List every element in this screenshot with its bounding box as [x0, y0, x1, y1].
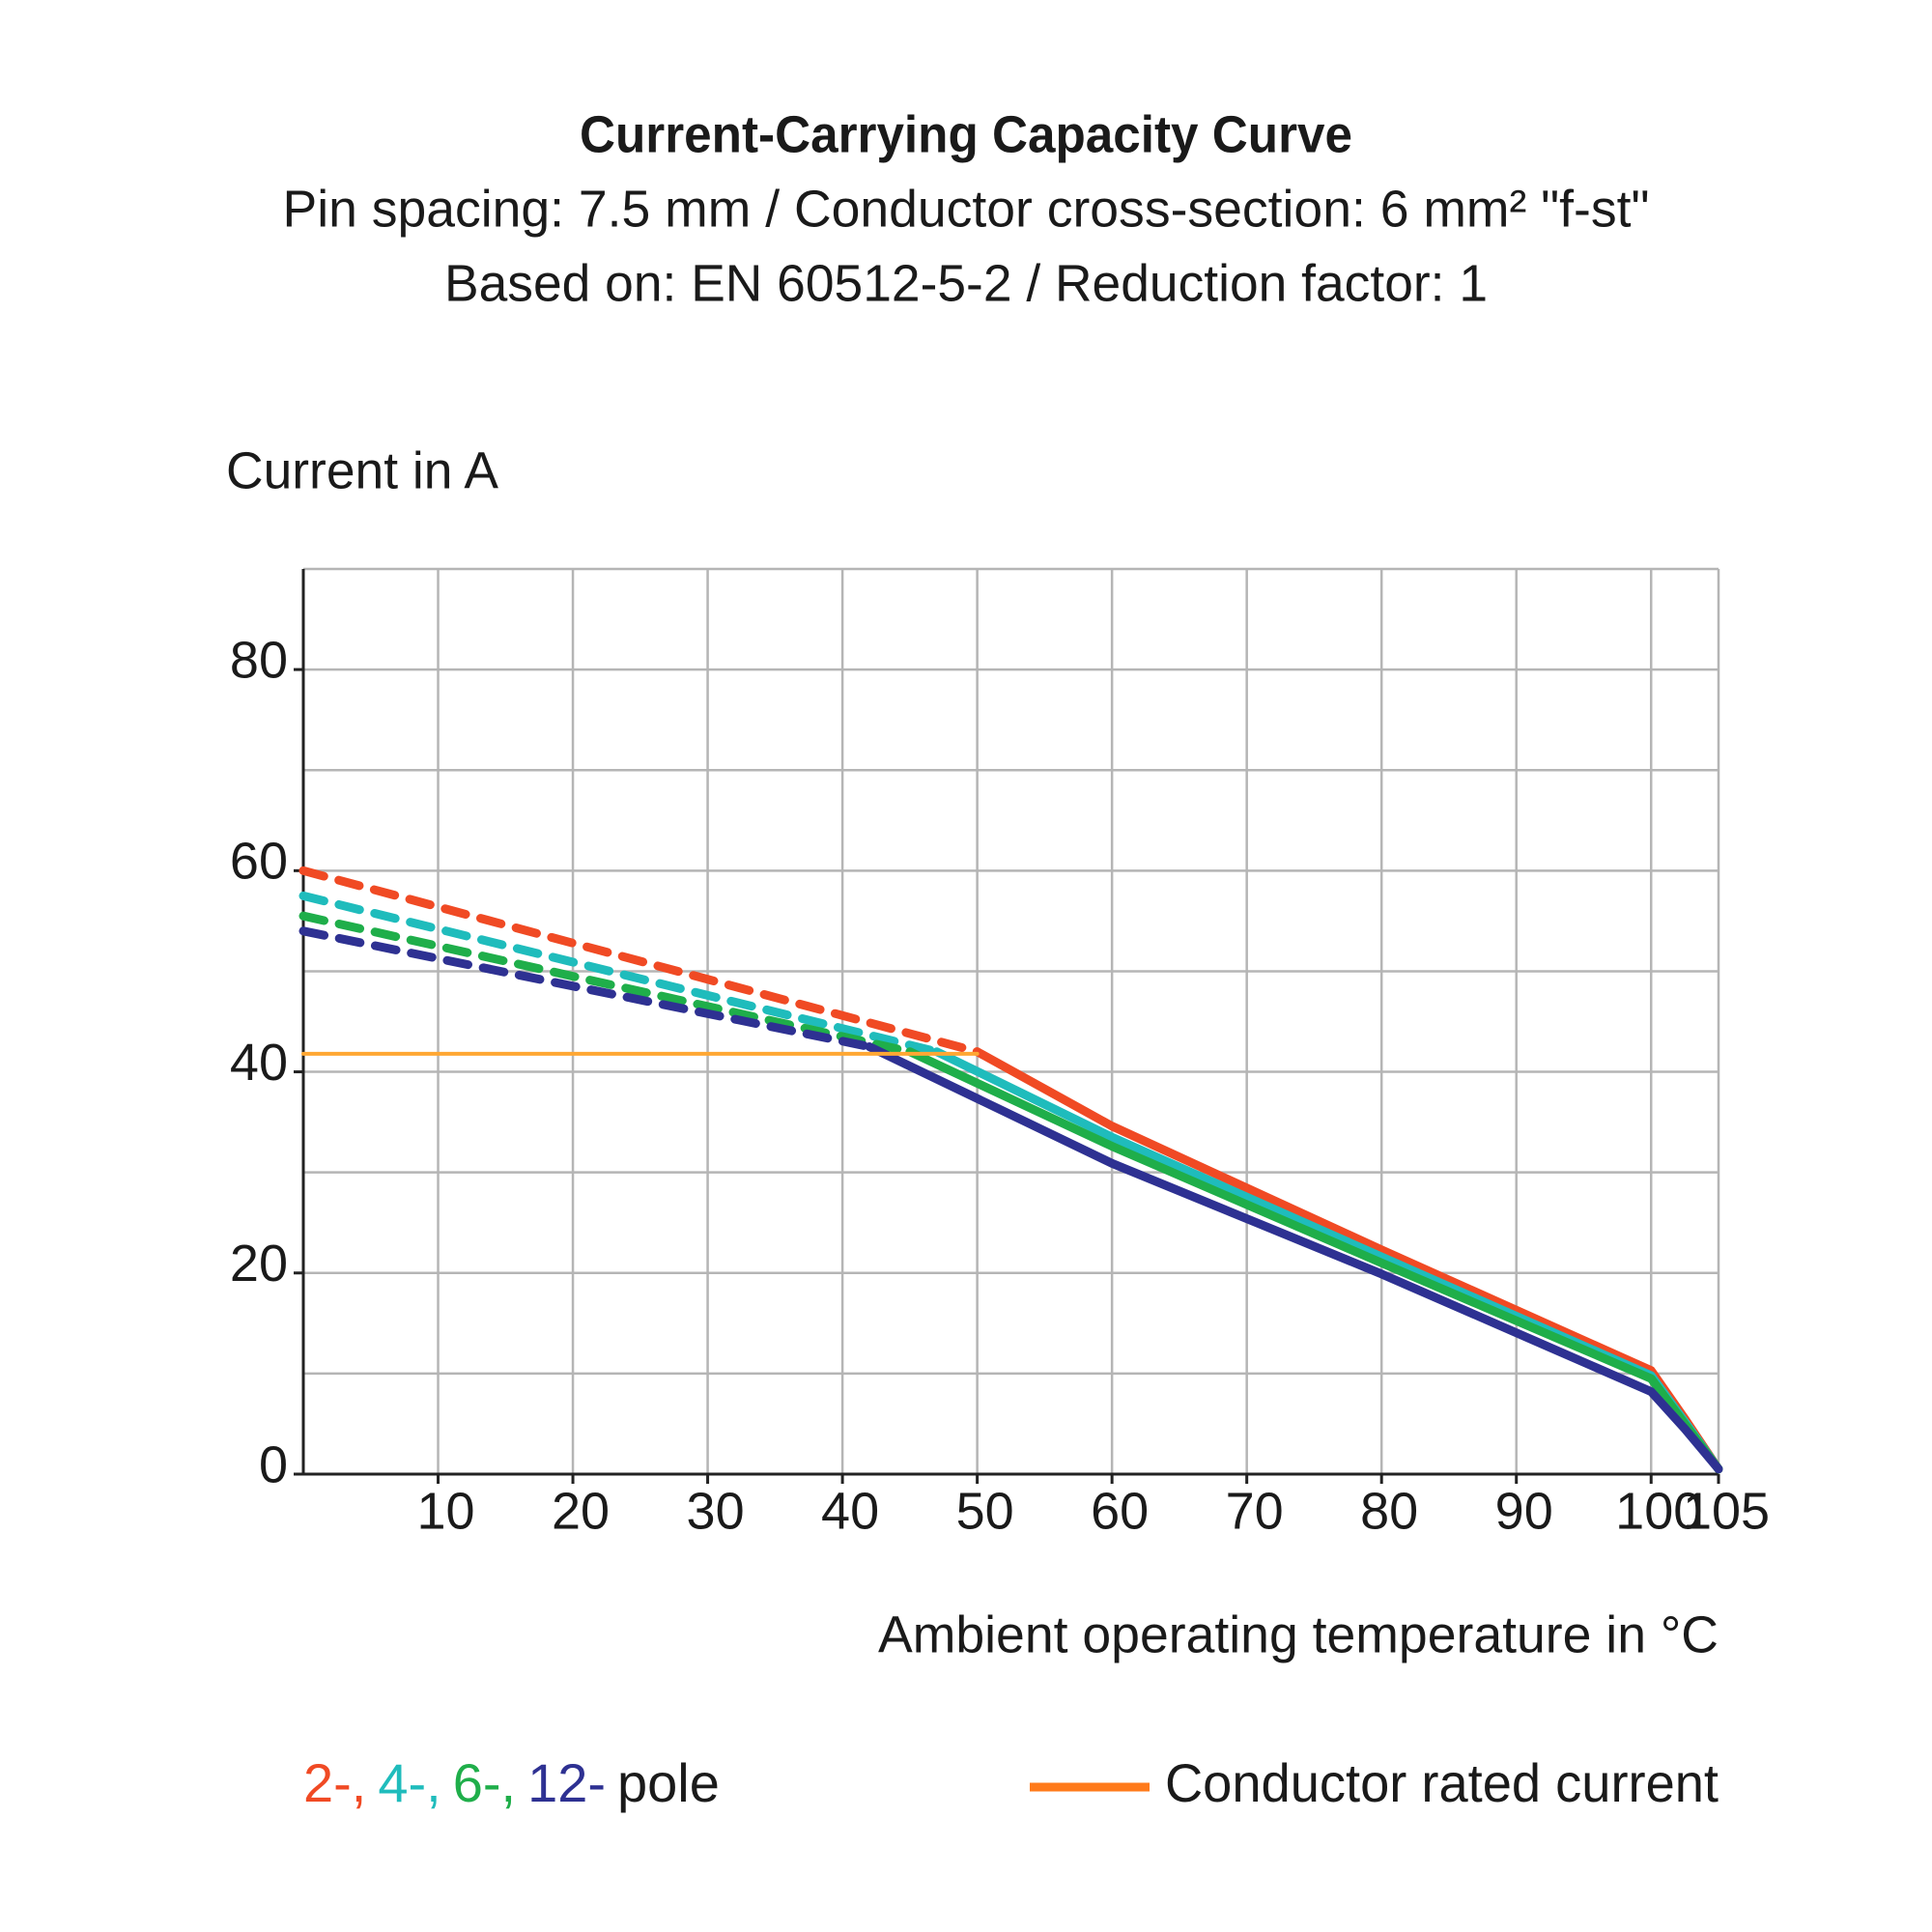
x-tick-label: 10: [416, 1482, 474, 1540]
series-line: [905, 1047, 1723, 1474]
series-line: [298, 926, 874, 1052]
y-tick-label: 60: [230, 833, 288, 891]
series-line: [932, 1047, 1723, 1474]
x-tick-label: 40: [821, 1482, 879, 1540]
legend-suffix: pole: [617, 1752, 720, 1813]
series-line: [298, 911, 915, 1057]
x-axis-label: Ambient operating temperature in °C: [878, 1605, 1719, 1663]
chart-subtitle: Pin spacing: 7.5 mm / Conductor cross-se…: [283, 180, 1650, 238]
x-tick-label: 20: [552, 1482, 610, 1540]
y-tick-label: 0: [259, 1435, 288, 1493]
chart-title: Current-Carrying Capacity Curve: [580, 105, 1352, 163]
x-tick-label: 90: [1495, 1482, 1553, 1540]
legend-entry: 2-,: [303, 1752, 366, 1813]
legend-entry: 12-: [527, 1752, 606, 1813]
x-tick-label: 30: [687, 1482, 745, 1540]
x-tick-label: 100: [1615, 1482, 1702, 1540]
series-line: [298, 891, 942, 1057]
legend: 2-, 4-, 6-, 12- pole: [303, 1752, 720, 1813]
series-line: [298, 866, 982, 1057]
y-tick-label: 20: [230, 1235, 288, 1293]
x-tick-label: 105: [1683, 1482, 1770, 1540]
x-tick-label: 60: [1091, 1482, 1149, 1540]
legend-entry: 4-,: [378, 1752, 440, 1813]
x-tick-label: 50: [956, 1482, 1014, 1540]
x-tick-label: 80: [1360, 1482, 1418, 1540]
y-axis-label: Current in A: [226, 441, 498, 499]
y-tick-label: 40: [230, 1034, 288, 1092]
chart-subtitle: Based on: EN 60512-5-2 / Reduction facto…: [444, 254, 1488, 312]
y-tick-label: 80: [230, 631, 288, 689]
series-line: [865, 1042, 1723, 1474]
legend-entry: 6-,: [453, 1752, 516, 1813]
x-tick-label: 70: [1226, 1482, 1284, 1540]
legend-entry: Conductor rated current: [1165, 1752, 1719, 1813]
